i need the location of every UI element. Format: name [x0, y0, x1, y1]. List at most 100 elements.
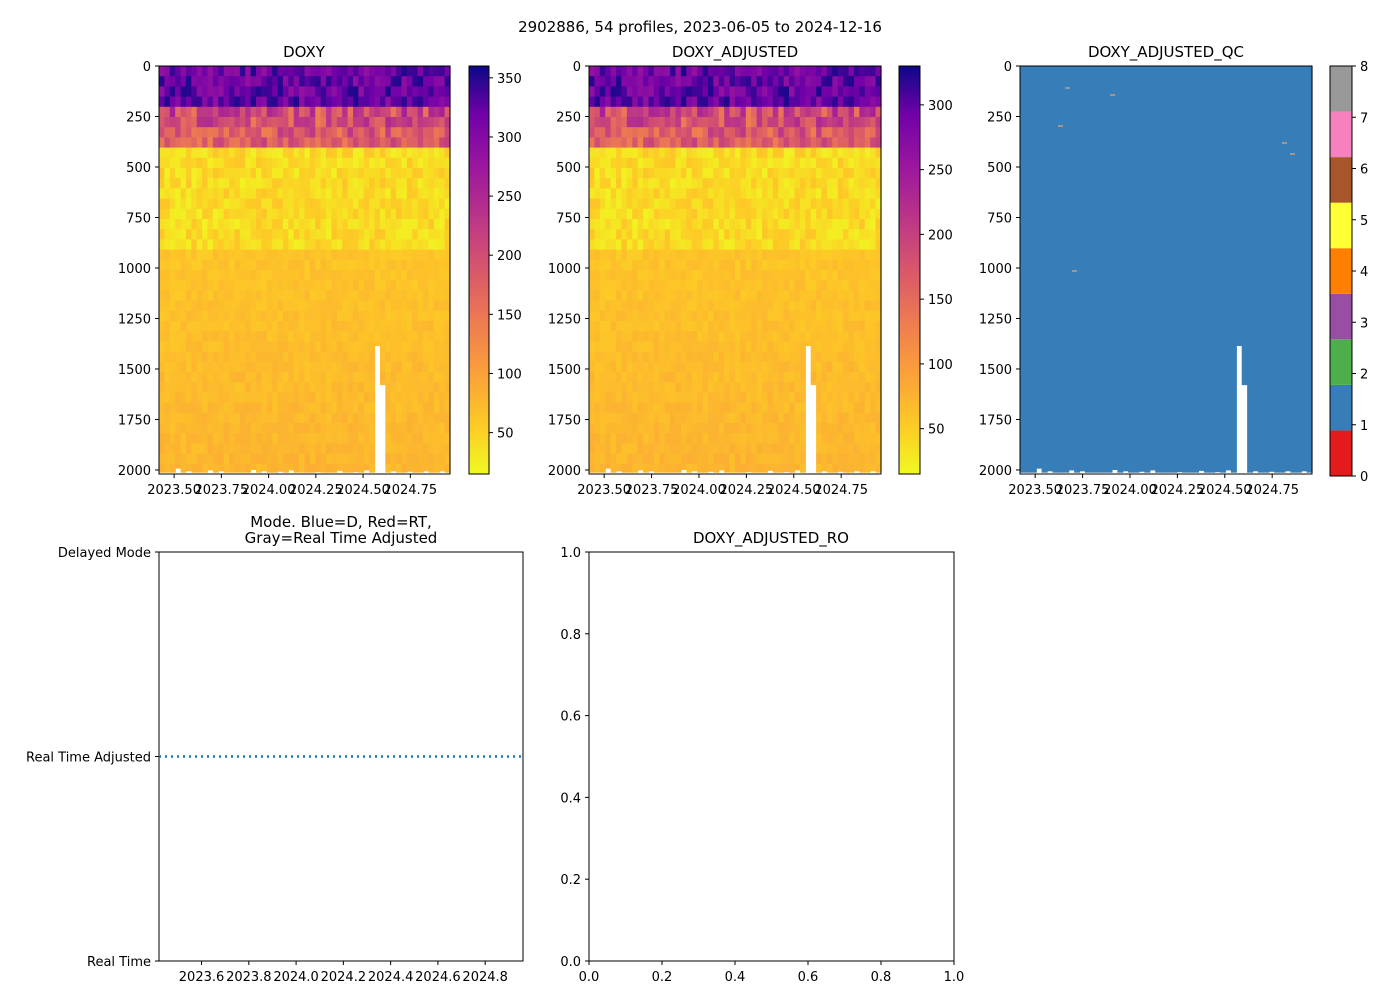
heatmap-cell	[282, 402, 289, 414]
heatmap-cell	[202, 178, 209, 189]
heatmap-cell	[697, 463, 704, 473]
heatmap-cell	[390, 270, 397, 281]
heatmap-cell	[810, 372, 817, 383]
heatmap-cell	[740, 147, 747, 159]
heatmap-cell	[751, 219, 758, 230]
heatmap-cell	[648, 168, 655, 179]
heatmap-cell	[745, 86, 752, 98]
heatmap-cell	[680, 280, 687, 291]
heatmap-cell	[164, 321, 171, 332]
heatmap-cell	[250, 310, 257, 322]
heatmap-cell	[385, 168, 392, 179]
heatmap-cell	[207, 280, 214, 291]
heatmap-cell	[390, 137, 397, 149]
heatmap-cell	[772, 382, 779, 393]
heatmap-cell	[772, 453, 779, 465]
heatmap-cell	[396, 310, 403, 322]
heatmap-cell	[632, 290, 639, 302]
heatmap-cell	[599, 96, 606, 108]
heatmap-cell	[670, 372, 677, 383]
heatmap-cell	[610, 208, 617, 220]
heatmap-cell	[832, 208, 839, 220]
heatmap-cell	[428, 249, 435, 261]
heatmap-cell	[207, 331, 214, 342]
heatmap-cell	[229, 66, 236, 77]
heatmap-cell	[810, 208, 817, 220]
heatmap-cell	[412, 178, 419, 189]
heatmap-cell	[444, 219, 451, 230]
heatmap-cell	[185, 392, 192, 404]
heatmap-cell	[610, 188, 617, 200]
heatmap-cell	[643, 198, 650, 210]
heatmap-cell	[783, 351, 790, 363]
heatmap-cell	[848, 219, 855, 230]
heatmap-cell	[762, 96, 769, 108]
heatmap-cell	[659, 239, 666, 251]
heatmap-cell	[315, 310, 322, 322]
heatmap-cell	[740, 341, 747, 353]
heatmap-cell	[653, 372, 660, 383]
heatmap-cell	[250, 402, 257, 414]
heatmap-cell	[396, 259, 403, 271]
heatmap-cell	[724, 453, 731, 465]
heatmap-cell	[304, 351, 311, 363]
heatmap-cell	[288, 331, 295, 342]
heatmap-cell	[670, 86, 677, 98]
heatmap-cell	[599, 341, 606, 353]
heatmap-cell	[342, 423, 349, 434]
heatmap-cell	[229, 208, 236, 220]
heatmap-cell	[626, 188, 633, 200]
heatmap-cell	[229, 178, 236, 189]
heatmap-cell	[239, 157, 246, 169]
heatmap-cell	[837, 290, 844, 302]
heatmap-cell	[848, 198, 855, 210]
heatmap-cell	[810, 249, 817, 261]
heatmap-cell	[428, 117, 435, 128]
heatmap-cell	[643, 259, 650, 271]
heatmap-cell	[859, 300, 866, 312]
heatmap-cell	[159, 198, 165, 210]
heatmap-cell	[697, 341, 704, 353]
heatmap-cell	[843, 157, 850, 169]
heatmap-cell	[444, 178, 451, 189]
heatmap-cell	[164, 239, 171, 251]
heatmap-cell	[794, 259, 801, 271]
heatmap-cell	[756, 198, 763, 210]
heatmap-cell	[875, 188, 882, 200]
heatmap-cell	[664, 372, 671, 383]
heatmap-cell	[299, 270, 306, 281]
heatmap-cell	[826, 402, 833, 414]
heatmap-cell	[821, 443, 828, 455]
heatmap-cell	[250, 127, 257, 138]
heatmap-cell	[363, 147, 370, 159]
heatmap-cell	[256, 229, 262, 240]
heatmap-cell	[196, 219, 203, 230]
heatmap-cell	[406, 168, 413, 179]
heatmap-column	[1241, 66, 1248, 386]
heatmap-cell	[288, 270, 295, 281]
heatmap-cell	[653, 341, 660, 353]
heatmap-cell	[212, 259, 219, 271]
heatmap-cell	[713, 412, 720, 424]
heatmap-cell	[256, 127, 262, 138]
heatmap-cell	[648, 229, 655, 240]
heatmap-cell	[439, 412, 446, 424]
heatmap-cell	[175, 86, 182, 98]
heatmap-cell	[853, 86, 860, 98]
heatmap-cell	[724, 331, 731, 342]
heatmap-cell	[309, 198, 316, 210]
heatmap-cell	[336, 127, 343, 138]
heatmap-cell	[751, 259, 758, 271]
heatmap-cell	[304, 86, 311, 98]
heatmap-cell	[707, 290, 714, 302]
heatmap-cell	[664, 168, 671, 179]
heatmap-cell	[702, 178, 709, 189]
heatmap-cell	[853, 300, 860, 312]
heatmap-cell	[713, 117, 720, 128]
heatmap-cell	[702, 453, 709, 465]
heatmap-cell	[202, 229, 209, 240]
heatmap-cell	[848, 412, 855, 424]
heatmap-cell	[379, 137, 386, 149]
heatmap-cell	[724, 96, 731, 108]
heatmap-cell	[256, 331, 262, 342]
